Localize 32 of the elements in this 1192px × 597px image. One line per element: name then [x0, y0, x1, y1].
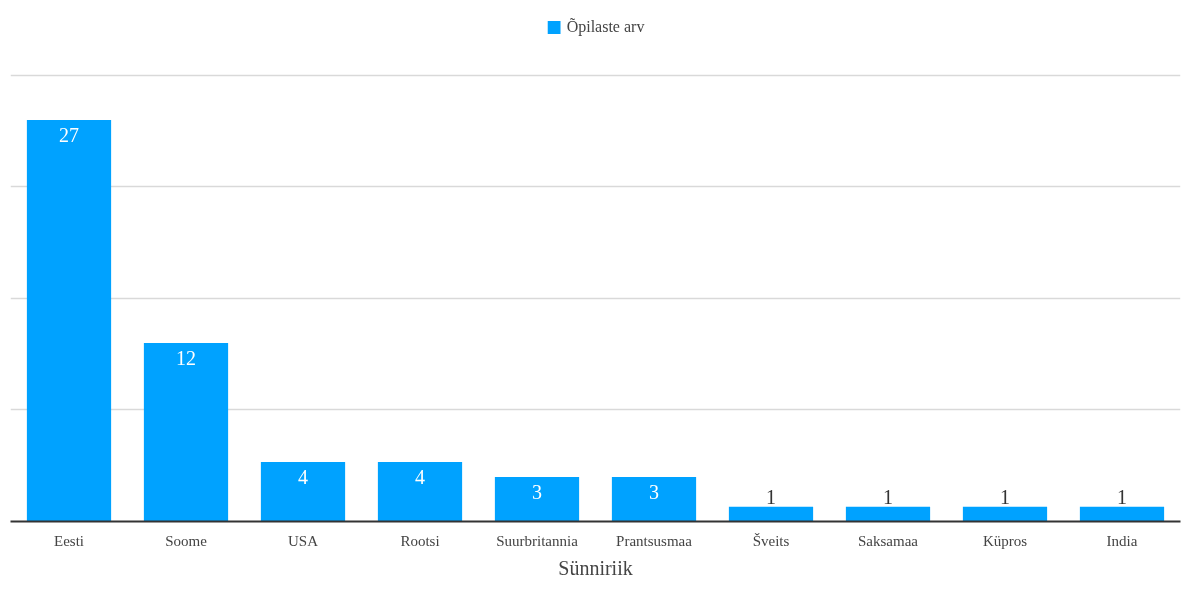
bar [1079, 506, 1165, 522]
x-tick-label: Prantsusmaa [616, 532, 693, 549]
x-tick-label: USA [288, 532, 319, 549]
x-tick-label: Šveits [752, 532, 790, 549]
x-tick-label: India [1106, 532, 1138, 549]
data-label: 4 [298, 466, 308, 489]
data-label: 1 [766, 485, 776, 508]
bar [143, 343, 229, 522]
x-tick-label: Küpros [982, 532, 1028, 549]
x-tick-label: Suurbritannia [496, 532, 579, 549]
bar [611, 476, 697, 522]
x-tick-label: Soome [165, 532, 208, 549]
bar [845, 506, 931, 522]
legend-label: Õpilaste arv [566, 18, 645, 36]
data-label: 4 [415, 466, 425, 489]
bar [728, 506, 814, 522]
x-tick-label: Eesti [54, 532, 84, 549]
data-label: 3 [649, 480, 659, 503]
data-label: 3 [532, 480, 542, 503]
x-tick-label: Saksamaa [858, 532, 919, 549]
data-label: 1 [1000, 485, 1010, 508]
x-axis-title: Sünniriik [558, 556, 633, 579]
bar [377, 462, 463, 522]
data-label: 27 [59, 124, 79, 147]
bar [494, 476, 580, 522]
x-tick-label: Rootsi [400, 532, 440, 549]
data-label: 1 [883, 485, 893, 508]
bar [962, 506, 1048, 522]
data-label: 1 [1117, 485, 1127, 508]
bar [260, 462, 346, 522]
bar [26, 120, 112, 522]
data-label: 12 [176, 347, 196, 370]
